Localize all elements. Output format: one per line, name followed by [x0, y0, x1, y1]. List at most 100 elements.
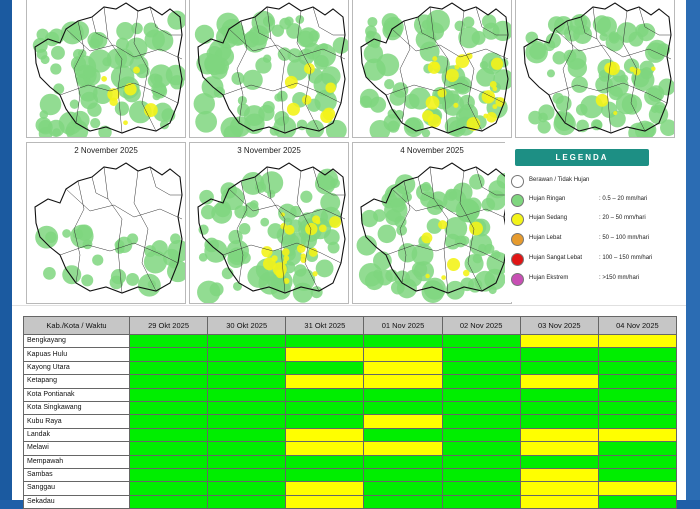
region-name: Melawi	[23, 441, 130, 456]
light-rain-area	[464, 254, 484, 274]
province-outline	[34, 162, 183, 294]
light-rain-area	[147, 280, 157, 289]
forecast-cell	[519, 360, 599, 376]
divider	[12, 305, 686, 306]
table-row: Kota Singkawang	[23, 400, 678, 416]
regency-border	[417, 176, 435, 200]
light-rain-area	[363, 43, 384, 64]
light-rain-area	[273, 116, 297, 137]
moderate-rain-area	[282, 260, 288, 265]
forecast-cell	[363, 347, 443, 362]
light-rain-area	[565, 49, 587, 70]
light-rain-area	[616, 22, 638, 43]
light-rain-area	[35, 117, 52, 134]
moderate-rain-area	[469, 221, 483, 236]
regency-border	[254, 16, 272, 40]
light-rain-area	[608, 32, 620, 44]
light-rain-area	[36, 28, 49, 41]
light-rain-area	[110, 65, 135, 89]
regency-border	[562, 20, 574, 124]
forecast-cell	[207, 400, 287, 416]
forecast-cell	[363, 481, 443, 496]
light-rain-area	[43, 267, 56, 280]
forecast-cell	[519, 427, 599, 443]
light-rain-area	[51, 45, 65, 60]
moderate-rain-area	[283, 255, 290, 262]
table-row: Sambas	[23, 467, 678, 483]
light-rain-area	[491, 250, 501, 260]
light-rain-area	[277, 47, 292, 61]
moderate-rain-area	[312, 271, 318, 277]
light-rain-area	[193, 93, 215, 115]
light-rain-area	[421, 128, 431, 137]
regency-border	[399, 180, 411, 284]
light-rain-area	[270, 270, 293, 293]
light-rain-area	[228, 229, 243, 245]
legend-label: Hujan Sangat Lebat	[529, 255, 583, 261]
legend-color-dot	[511, 273, 524, 286]
regency-border	[266, 166, 286, 294]
regency-border	[459, 170, 483, 292]
moderate-rain-area	[421, 232, 433, 244]
light-rain-area	[106, 48, 128, 69]
moderate-rain-area	[284, 224, 295, 235]
moderate-rain-area	[284, 75, 298, 89]
forecast-cell	[285, 360, 365, 376]
light-rain-area	[454, 235, 467, 248]
moderate-rain-area	[446, 257, 461, 272]
forecast-cell	[597, 441, 678, 456]
forecast-cell	[285, 400, 365, 416]
light-rain-area	[232, 281, 242, 291]
light-rain-area	[211, 202, 233, 224]
light-rain-area	[356, 235, 377, 256]
forecast-cell	[285, 414, 365, 429]
forecast-cell	[285, 427, 365, 443]
forecast-cell	[597, 494, 678, 509]
forecast-cell	[363, 414, 443, 429]
forecast-cell	[597, 387, 678, 402]
moderate-rain-area	[261, 246, 273, 258]
light-rain-area	[50, 63, 62, 75]
regency-border	[312, 6, 345, 36]
map-date-title: 3 November 2025	[237, 146, 301, 155]
forecast-cell	[441, 467, 521, 483]
light-rain-area	[359, 95, 373, 108]
left-blue-border	[0, 0, 12, 500]
moderate-rain-area	[422, 110, 434, 122]
light-rain-area	[135, 63, 150, 79]
forecast-cell	[207, 454, 287, 469]
moderate-rain-area	[629, 66, 635, 72]
regency-border	[429, 6, 449, 134]
moderate-rain-area	[271, 255, 278, 262]
moderate-rain-area	[305, 222, 318, 236]
light-rain-area	[364, 271, 384, 291]
regency-border	[236, 20, 248, 124]
forecast-cell	[441, 454, 521, 469]
table-row: Kota Pontianak	[23, 387, 678, 402]
light-rain-area	[69, 21, 90, 41]
moderate-rain-area	[281, 248, 290, 256]
forecast-cell	[519, 400, 599, 416]
moderate-rain-area	[432, 56, 438, 62]
light-rain-area	[469, 233, 493, 257]
header-cell: 02 Nov 2025	[441, 316, 521, 335]
regency-border	[622, 10, 646, 132]
light-rain-area	[479, 60, 489, 70]
region-name: Kubu Raya	[23, 414, 130, 429]
light-rain-area	[81, 274, 94, 287]
light-rain-area	[89, 38, 100, 50]
region-name: Kayong Utara	[23, 360, 130, 376]
light-rain-area	[363, 58, 386, 81]
light-rain-area	[126, 233, 139, 245]
light-rain-area	[538, 112, 548, 123]
forecast-cell	[285, 494, 365, 509]
light-rain-area	[198, 224, 209, 235]
forecast-cell	[363, 467, 443, 483]
forecast-cell	[519, 481, 599, 496]
light-rain-area	[39, 110, 49, 119]
light-rain-area	[462, 16, 475, 28]
moderate-rain-area	[280, 212, 285, 217]
legend-label: Berawan / Tidak Hujan	[529, 177, 590, 183]
forecast-cell	[128, 481, 209, 496]
map-panel-03-nov: 3 November 2025	[189, 142, 349, 304]
